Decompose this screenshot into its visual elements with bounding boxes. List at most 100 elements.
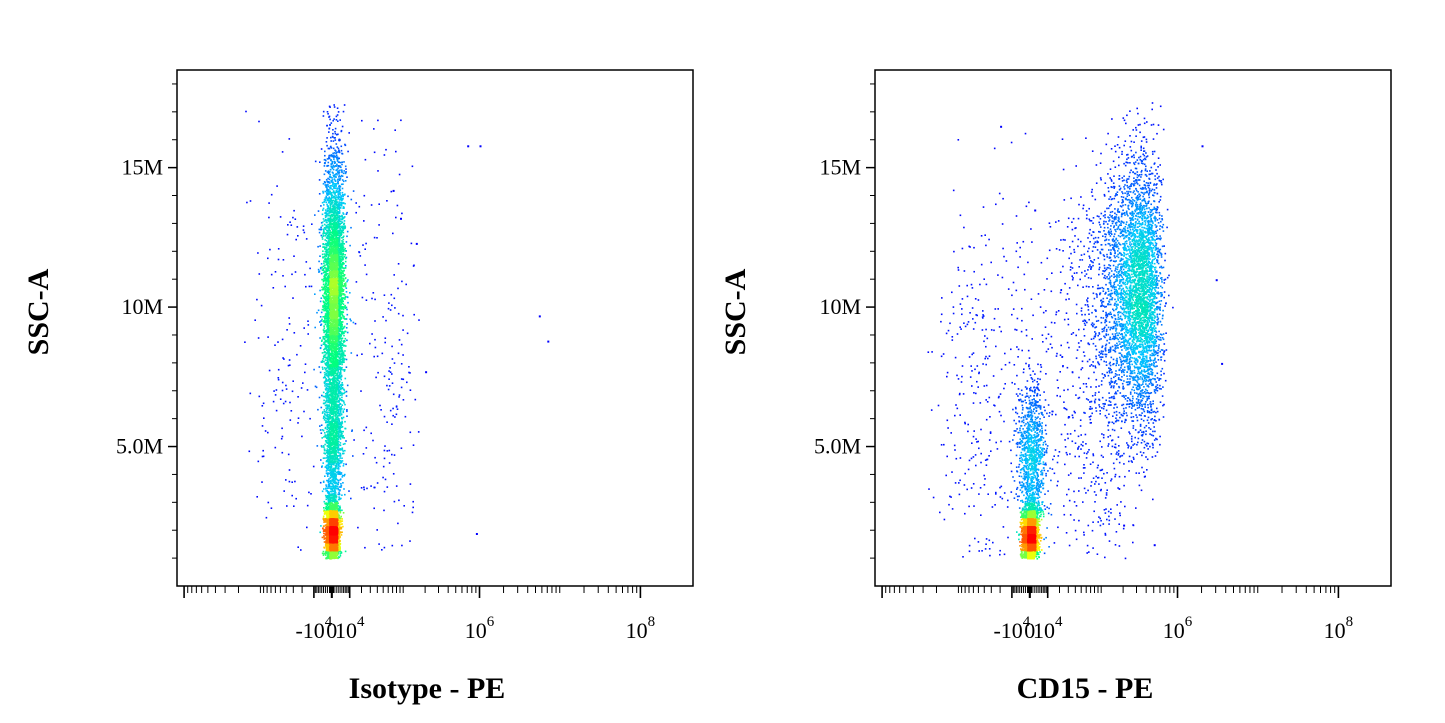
event-dot xyxy=(323,400,325,402)
event-dot xyxy=(308,492,310,494)
event-dot xyxy=(336,227,338,229)
event-dot xyxy=(322,316,324,318)
event-dot xyxy=(332,166,334,168)
event-dot xyxy=(395,151,397,153)
event-dot xyxy=(294,481,296,483)
event-dot xyxy=(327,416,329,418)
event-dot xyxy=(388,308,390,310)
event-dot xyxy=(285,401,287,403)
event-dot xyxy=(326,240,328,242)
event-dot xyxy=(345,250,347,252)
event-dot xyxy=(344,494,346,496)
event-dot xyxy=(344,341,346,343)
event-dot xyxy=(345,440,347,442)
event-dot xyxy=(333,176,335,178)
event-dot xyxy=(306,238,308,240)
event-dot xyxy=(401,447,403,449)
event-dot xyxy=(341,261,343,263)
event-dot xyxy=(326,279,328,281)
event-dot xyxy=(349,245,351,247)
event-dot xyxy=(277,341,279,343)
event-dot xyxy=(346,366,348,368)
event-dot xyxy=(325,330,327,332)
event-dot xyxy=(333,458,335,460)
event-dot xyxy=(331,460,333,462)
event-dot xyxy=(333,436,335,438)
event-dot xyxy=(327,302,329,304)
event-dot xyxy=(320,482,322,484)
event-dot xyxy=(321,424,323,426)
event-dot xyxy=(306,261,308,263)
event-dot xyxy=(328,190,330,192)
event-dot xyxy=(339,258,341,260)
event-dot xyxy=(377,356,379,358)
event-dot xyxy=(324,475,326,477)
event-dot xyxy=(330,187,332,189)
event-dot xyxy=(374,299,376,301)
event-dot xyxy=(275,394,277,396)
event-dot xyxy=(326,455,328,457)
event-dot xyxy=(333,391,335,393)
event-dot xyxy=(332,416,334,418)
event-dot xyxy=(327,459,329,461)
event-dot xyxy=(328,202,330,204)
event-dot xyxy=(267,432,269,434)
event-dot xyxy=(341,494,343,496)
event-dot xyxy=(300,345,302,347)
event-dot xyxy=(347,296,349,298)
event-dot xyxy=(321,286,323,288)
event-dot xyxy=(322,236,324,238)
event-dot xyxy=(325,315,327,317)
event-dot xyxy=(335,369,337,371)
event-dot xyxy=(394,298,396,300)
event-dot xyxy=(338,165,340,167)
event-dot xyxy=(338,173,340,175)
event-dot xyxy=(335,346,337,348)
event-dot xyxy=(336,152,338,154)
event-dot xyxy=(287,234,289,236)
event-dot xyxy=(280,216,282,218)
event-dot xyxy=(337,219,339,221)
event-dot xyxy=(363,487,365,489)
event-dot xyxy=(283,259,285,261)
event-dot xyxy=(266,517,268,519)
event-dot xyxy=(334,411,336,413)
event-dot xyxy=(327,457,329,459)
event-dot xyxy=(342,194,344,196)
event-dot xyxy=(322,352,324,354)
event-dot xyxy=(329,230,331,232)
event-dot xyxy=(327,402,329,404)
event-dot xyxy=(323,183,325,185)
event-dot xyxy=(289,481,291,483)
event-dot xyxy=(326,245,328,247)
event-dot xyxy=(339,318,341,320)
event-dot xyxy=(324,385,326,387)
event-dot xyxy=(321,148,323,150)
event-dot xyxy=(328,419,330,421)
event-dot xyxy=(344,228,346,230)
event-dot xyxy=(333,461,335,463)
event-dot xyxy=(337,389,339,391)
event-dot xyxy=(332,500,334,502)
event-dot xyxy=(332,419,334,421)
event-dot xyxy=(366,427,368,429)
event-dot xyxy=(319,161,321,163)
event-dot xyxy=(269,249,271,251)
event-dot xyxy=(320,324,322,326)
event-dot xyxy=(330,466,332,468)
event-dot xyxy=(320,320,322,322)
event-dot xyxy=(391,191,393,193)
event-dot xyxy=(384,445,386,447)
event-dot xyxy=(292,217,294,219)
event-dot xyxy=(339,139,341,141)
event-dot xyxy=(391,346,393,348)
event-dot xyxy=(325,488,327,490)
event-dot xyxy=(328,368,330,370)
event-dot xyxy=(339,268,341,270)
event-dot xyxy=(268,502,270,504)
event-dot xyxy=(324,331,326,333)
event-dot xyxy=(278,379,280,381)
event-dot xyxy=(325,297,327,299)
event-dot xyxy=(334,358,336,360)
event-dot xyxy=(337,351,339,353)
